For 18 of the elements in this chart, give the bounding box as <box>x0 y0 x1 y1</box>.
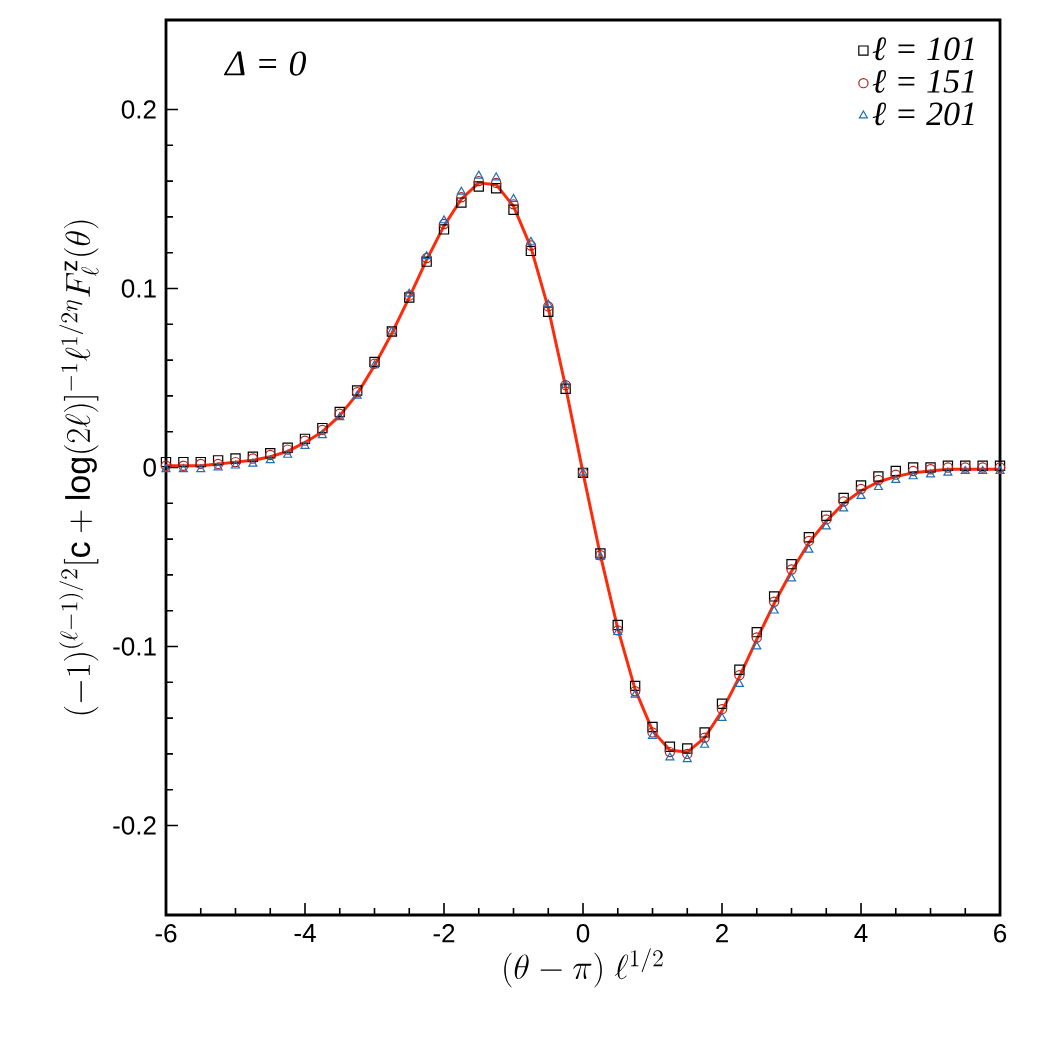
legend-label: ℓ = 151 <box>872 69 974 93</box>
y-axis-title: $(-1)^{(\ell-1)/2}[\mathrm{c}+\log(2\ell)]^{-1}\ell^{1/2\eta}F_{\ell}^{\mathrm{z}}(\theta)$ <box>59 220 99 715</box>
legend-label: ℓ = 101 <box>872 37 974 61</box>
x-tick-label: -6 <box>155 924 177 943</box>
x-axis-title: $(\theta-\pi)\ \ell^{1/2}$ <box>504 948 663 988</box>
annotation: Δ = 0 <box>223 51 307 76</box>
y-tick-label: -0.2 <box>113 816 156 835</box>
y-tick-label: -0.1 <box>113 637 156 656</box>
y-tick-label: 0 <box>143 458 156 477</box>
x-tick-label: 6 <box>994 924 1007 943</box>
legend-label: ℓ = 201 <box>872 102 974 126</box>
y-tick-label: 0.2 <box>121 100 156 119</box>
y-tick-label: 0.1 <box>121 279 156 298</box>
x-tick-label: -4 <box>294 924 316 942</box>
x-tick-label: 4 <box>854 924 868 942</box>
x-tick-label: 0 <box>576 924 590 943</box>
x-tick-label: -2 <box>433 924 455 943</box>
x-tick-label: 2 <box>716 924 728 943</box>
